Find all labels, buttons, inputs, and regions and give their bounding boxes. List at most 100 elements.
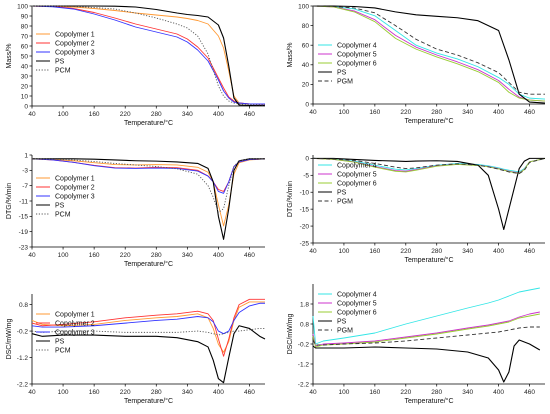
y-tick-label: -15 xyxy=(19,214,29,221)
series-line-copolymer-4 xyxy=(312,287,540,345)
y-tick-label: -23 xyxy=(19,244,29,251)
y-tick-label: -2.2 xyxy=(17,381,29,388)
legend-label: PS xyxy=(337,189,347,196)
legend-label: PS xyxy=(55,338,65,345)
legend-label: PCM xyxy=(55,67,71,74)
y-tick-label: 90 xyxy=(21,13,29,20)
x-tick-label: 280 xyxy=(431,248,442,255)
legend-label: Copolymer 6 xyxy=(337,60,377,67)
legend: Copolymer 1 Copolymer 2 Copolymer 3 PS PCM xyxy=(36,311,95,354)
legend: Copolymer 4 Copolymer 5 Copolymer 6 PS PGM xyxy=(318,291,377,334)
x-tick-label: 220 xyxy=(400,248,411,255)
y-axis-title: DTG/%/min xyxy=(287,181,294,217)
legend-label: PCM xyxy=(55,211,71,218)
x-tick-label: 220 xyxy=(400,109,411,116)
x-tick-label: 160 xyxy=(369,248,380,255)
series-line-ps xyxy=(32,158,265,240)
x-tick-label: 400 xyxy=(213,111,224,118)
x-axis-title: Temperature/°C xyxy=(124,260,173,268)
legend: Copolymer 1 Copolymer 2 Copolymer 3 PS PCM xyxy=(36,31,95,74)
x-tick-label: 100 xyxy=(339,109,350,116)
y-tick-label: 70 xyxy=(21,33,29,40)
legend: Copolymer 1 Copolymer 2 Copolymer 3 PS PCM xyxy=(36,175,95,218)
series-line-ps xyxy=(312,339,541,383)
series-line-pgm xyxy=(312,157,546,175)
x-tick-label: 100 xyxy=(339,248,350,255)
series-line-copolymer-1 xyxy=(31,301,265,353)
y-tick-label: -1.2 xyxy=(17,355,29,362)
x-tick-label: 460 xyxy=(244,252,255,259)
legend-label: PS xyxy=(337,318,347,325)
y-tick-label: -10 xyxy=(300,190,310,197)
x-tick-label: 160 xyxy=(89,389,100,396)
x-tick-label: 220 xyxy=(400,389,411,396)
series-line-copolymer-4 xyxy=(312,5,546,100)
x-tick-label: 160 xyxy=(89,252,100,259)
y-tick-label: -7 xyxy=(22,183,28,190)
y-tick-label: -3 xyxy=(22,168,28,175)
x-tick-label: 340 xyxy=(462,248,473,255)
legend-label: PCM xyxy=(55,347,71,354)
y-axis-title: DTG/%/min xyxy=(6,183,13,219)
series-line-copolymer-2 xyxy=(31,298,265,357)
chart-panel-6: 1.8 0.8 -0.2 -1.2 -2.240 100 160 220 280 340 400 46… xyxy=(287,284,545,405)
series-line-copolymer-4 xyxy=(312,157,546,173)
y-tick-label: 10 xyxy=(21,93,29,100)
series-line-copolymer-6 xyxy=(312,5,546,102)
legend-label: Copolymer 5 xyxy=(337,51,377,58)
x-tick-label: 40 xyxy=(309,109,317,116)
y-tick-label: -5 xyxy=(303,173,309,180)
y-tick-label: 80 xyxy=(21,23,29,30)
y-tick-label: 20 xyxy=(302,82,310,89)
x-tick-label: 280 xyxy=(151,111,162,118)
x-tick-label: 340 xyxy=(462,109,473,116)
y-tick-label: -1.2 xyxy=(298,361,310,368)
series-line-ps xyxy=(32,5,265,107)
x-axis-title: Temperature/°C xyxy=(404,397,453,405)
legend-label: Copolymer 4 xyxy=(337,162,377,169)
x-tick-label: 460 xyxy=(524,248,535,255)
x-tick-label: 220 xyxy=(120,389,131,396)
y-tick-label: 60 xyxy=(21,43,29,50)
y-tick-label: 0 xyxy=(24,103,28,110)
x-axis-title: Temperature/°C xyxy=(124,119,173,127)
y-tick-label: 1 xyxy=(24,152,28,159)
legend-label: Copolymer 1 xyxy=(55,175,95,182)
series-line-ps xyxy=(313,5,546,104)
x-tick-label: 400 xyxy=(493,248,504,255)
legend-label: Copolymer 2 xyxy=(55,320,95,327)
x-axis-title: Temperature/°C xyxy=(124,397,173,405)
y-axis-title: Mass/% xyxy=(287,43,294,68)
legend-label: Copolymer 5 xyxy=(337,300,377,307)
legend-label: Copolymer 6 xyxy=(337,180,377,187)
x-tick-label: 280 xyxy=(431,109,442,116)
y-tick-label: 0.8 xyxy=(300,321,309,328)
legend-label: Copolymer 4 xyxy=(337,291,377,298)
y-tick-label: -19 xyxy=(19,229,29,236)
series-line-pcm xyxy=(32,5,266,106)
series-line-pcm xyxy=(31,327,265,336)
series-line-copolymer-6 xyxy=(312,313,540,348)
x-tick-label: 460 xyxy=(244,111,255,118)
x-tick-label: 460 xyxy=(524,389,535,396)
series-line-copolymer-2 xyxy=(31,5,265,105)
y-axis-title: DSC/mW/mg xyxy=(287,313,294,354)
x-tick-label: 340 xyxy=(182,389,193,396)
x-tick-label: 40 xyxy=(28,389,36,396)
y-tick-label: 100 xyxy=(17,3,28,10)
y-tick-label: 0.8 xyxy=(19,302,28,309)
y-tick-label: -20 xyxy=(300,223,310,230)
x-tick-label: 400 xyxy=(493,389,504,396)
legend-label: Copolymer 2 xyxy=(55,184,95,191)
y-tick-label: 100 xyxy=(298,3,309,10)
y-tick-label: -2.2 xyxy=(298,381,310,388)
x-tick-label: 280 xyxy=(151,389,162,396)
x-tick-label: 160 xyxy=(369,109,380,116)
series-line-copolymer-1 xyxy=(31,5,266,105)
series-line-ps xyxy=(313,157,545,231)
legend-label: Copolymer 6 xyxy=(337,309,377,316)
x-tick-label: 100 xyxy=(58,389,69,396)
y-axis-title: Mass/% xyxy=(6,44,13,69)
series-line-copolymer-5 xyxy=(312,311,540,347)
